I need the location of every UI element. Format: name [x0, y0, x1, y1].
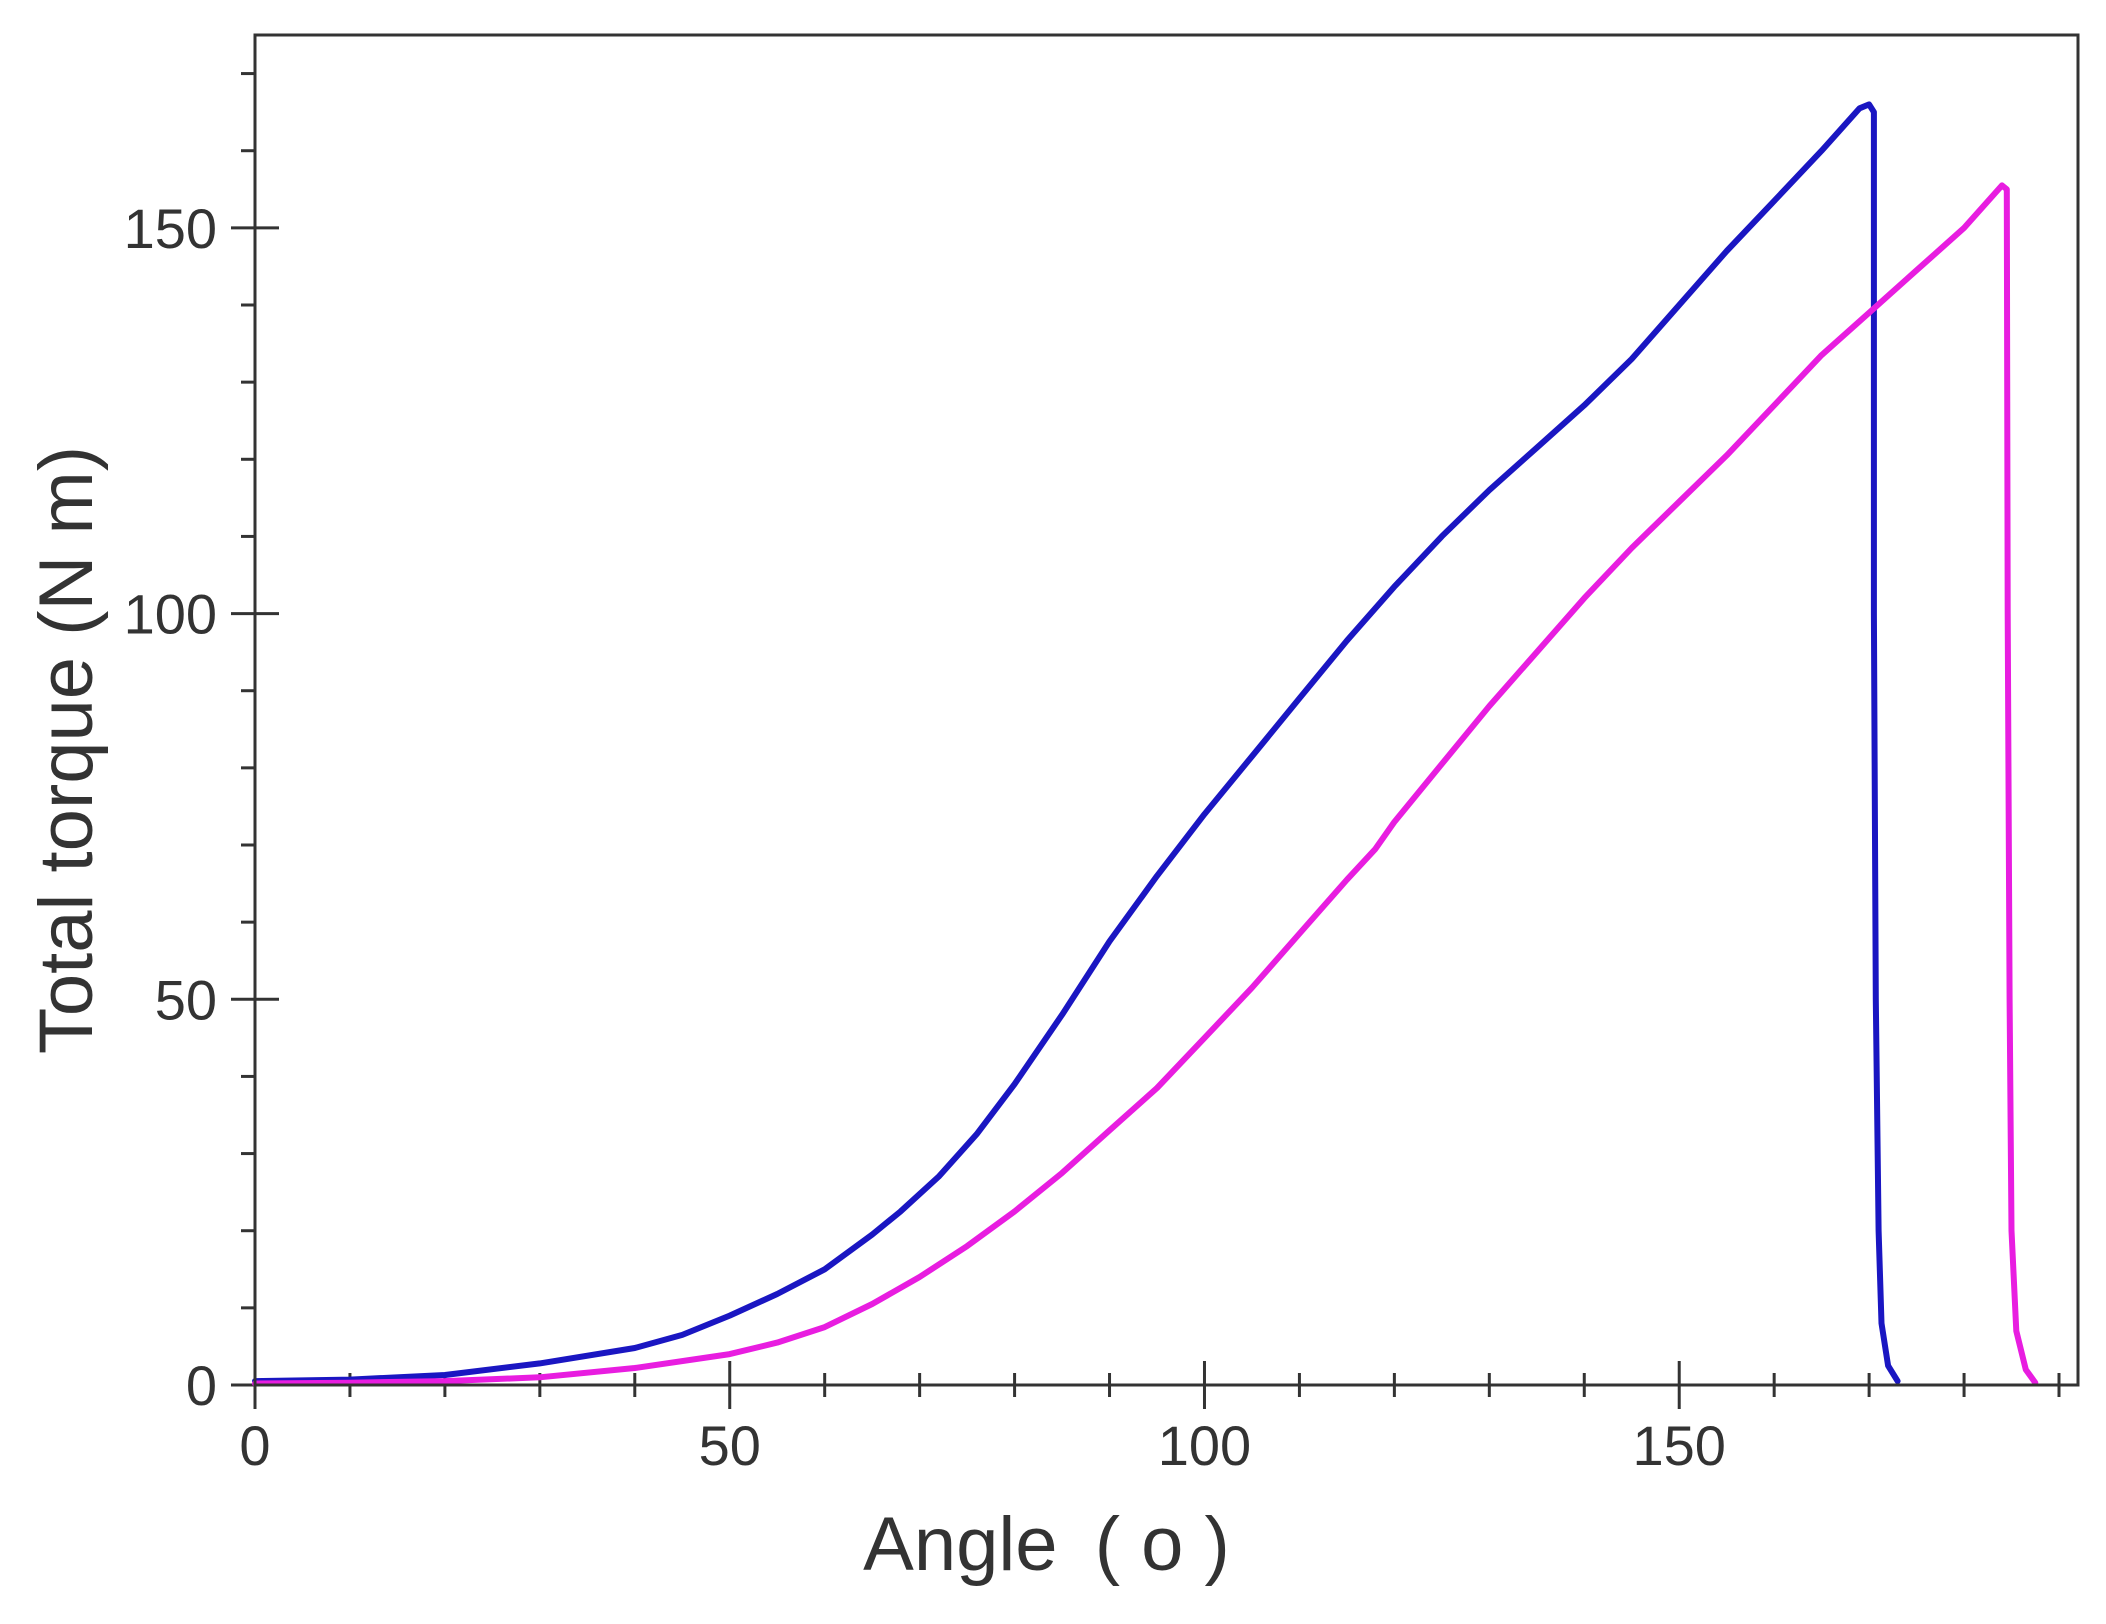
series-line-2 — [252, 182, 2039, 1387]
axis-ticks — [231, 72, 2061, 1409]
x-axis-title-text: Angle — [863, 1502, 1057, 1587]
x-axis-title-unit: ( o ) — [1095, 1502, 1230, 1587]
series-line-1 — [252, 101, 1901, 1385]
y-tick-label: 100 — [124, 583, 217, 646]
plot-series — [252, 101, 2039, 1387]
x-axis-title: Angle ( o ) — [863, 1502, 1230, 1587]
y-tick-label: 150 — [124, 197, 217, 260]
y-axis-title: Total torque (N m) — [24, 446, 109, 1054]
plot-frame — [253, 33, 2080, 1387]
x-tick-label: 100 — [1158, 1414, 1251, 1477]
x-tick-label: 150 — [1633, 1414, 1726, 1477]
y-tick-label: 50 — [155, 968, 217, 1031]
x-tick-label: 50 — [699, 1414, 761, 1477]
tick-labels: 0 50 100 150 0 50 100 150 — [124, 197, 1726, 1477]
y-tick-label: 0 — [186, 1354, 217, 1417]
x-tick-label: 0 — [239, 1414, 270, 1477]
